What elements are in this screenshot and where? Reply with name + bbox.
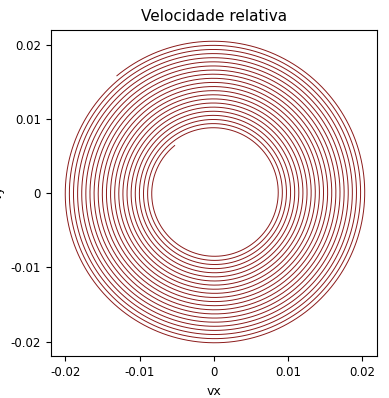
Title: Velocidade relativa: Velocidade relativa xyxy=(141,9,287,24)
Y-axis label: vy: vy xyxy=(0,185,5,201)
X-axis label: vx: vx xyxy=(207,385,221,398)
